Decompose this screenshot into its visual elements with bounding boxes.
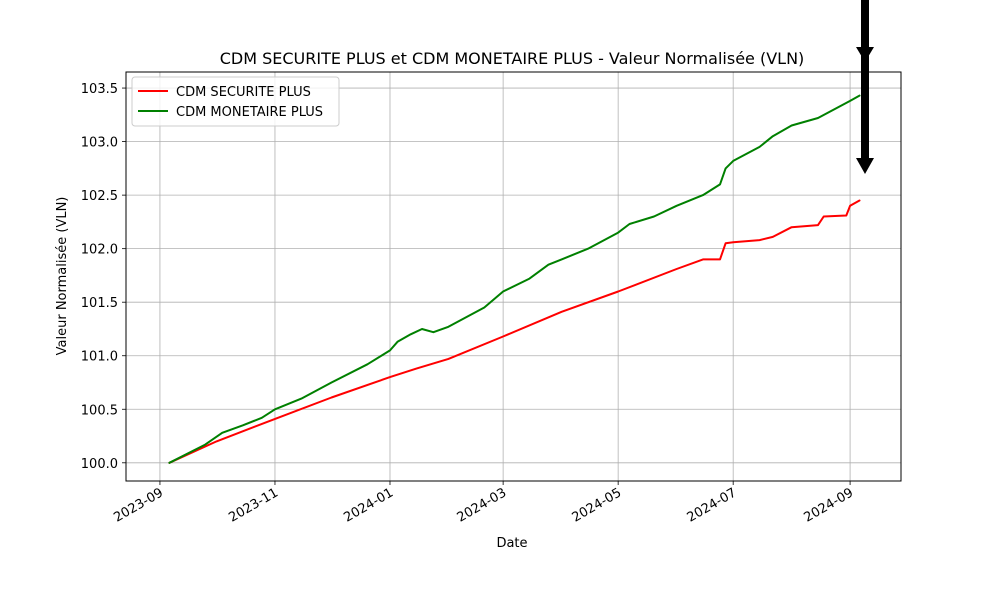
series-lines — [168, 94, 861, 464]
legend: CDM SECURITE PLUS CDM MONETAIRE PLUS — [131, 76, 340, 127]
y-tick-label: 100.5 — [81, 403, 118, 418]
x-tick-label: 2024-05 — [570, 485, 625, 525]
x-tick-label: 2024-01 — [341, 485, 396, 525]
arrow-head — [856, 158, 874, 174]
y-tick-label: 101.5 — [81, 296, 118, 311]
y-tick-label: 101.0 — [81, 350, 118, 365]
y-tick-label: 103.5 — [81, 82, 118, 97]
arrow-shaft — [861, 0, 869, 160]
grid-lines — [126, 72, 901, 481]
annotation-arrow — [856, 0, 874, 174]
series-line-securite — [168, 199, 861, 464]
x-tick-label: 2023-09 — [111, 485, 166, 525]
x-axis-title: Date — [496, 536, 527, 551]
x-tick-label: 2024-03 — [455, 485, 510, 525]
y-tick-label: 102.5 — [81, 189, 118, 204]
legend-box — [131, 76, 340, 127]
x-tick-label: 2024-07 — [685, 485, 740, 525]
x-tick-label: 2024-09 — [802, 485, 857, 525]
y-tick-label: 103.0 — [81, 136, 118, 151]
y-tick-label: 100.0 — [81, 457, 118, 472]
y-tick-label: 102.0 — [81, 243, 118, 258]
legend-label-monetaire: CDM MONETAIRE PLUS — [176, 105, 323, 120]
chart-title: CDM SECURITE PLUS et CDM MONETAIRE PLUS … — [220, 49, 805, 68]
plot-area — [126, 72, 901, 481]
plot-frame — [125, 71, 902, 482]
x-tick-label: 2023-11 — [226, 485, 281, 525]
legend-label-securite: CDM SECURITE PLUS — [176, 85, 311, 100]
arrow-mid-marker — [856, 47, 874, 62]
y-axis-title: Valeur Normalisée (VLN) — [55, 197, 70, 356]
series-line-monetaire — [168, 94, 861, 464]
